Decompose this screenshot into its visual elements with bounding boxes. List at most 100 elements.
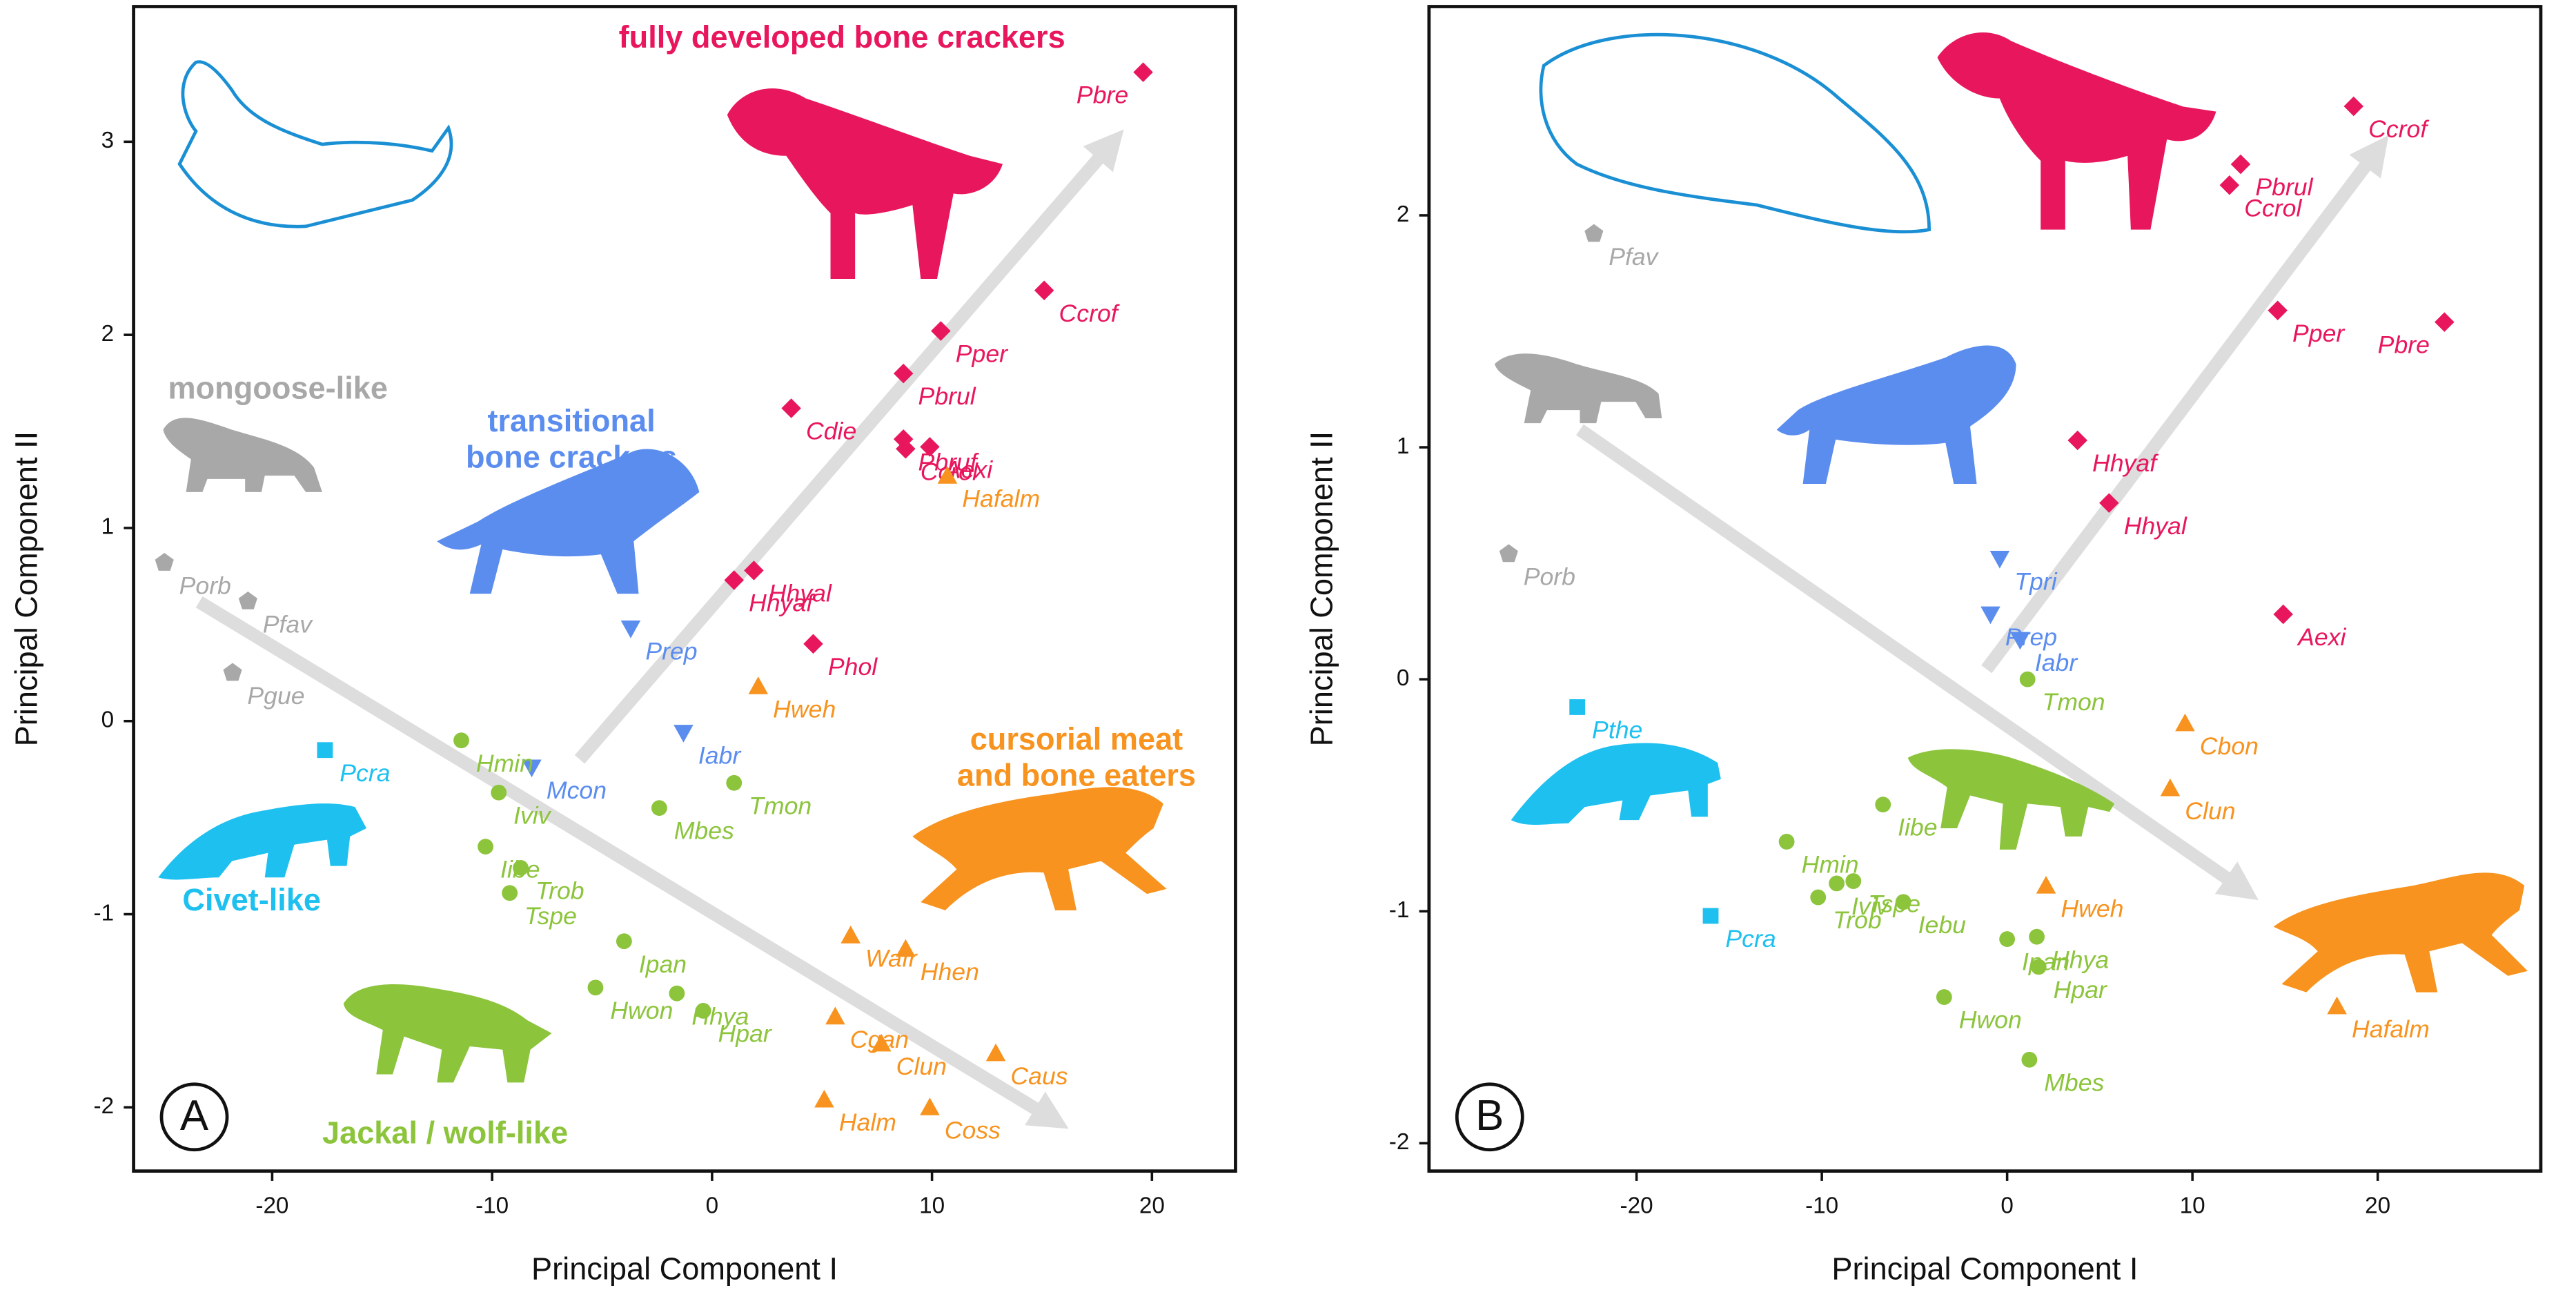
arrow	[1576, 424, 2259, 901]
group-annotation: transitional	[487, 403, 655, 438]
point-label: Caus	[1010, 1062, 1068, 1090]
data-point	[2030, 959, 2047, 975]
point-label: Hhyaf	[2092, 449, 2159, 477]
civet-silhouette	[1511, 743, 1721, 826]
point-label: Coss	[945, 1116, 1001, 1144]
y-axis-title: Principal Component II	[1304, 431, 1339, 747]
data-point	[1936, 989, 1952, 1005]
data-point	[748, 676, 769, 694]
group-annotation: cursorial meat	[970, 721, 1183, 756]
data-point	[1569, 699, 1586, 715]
point-label: Mbes	[674, 817, 734, 845]
y-tick-label: 3	[101, 128, 115, 153]
data-point	[2435, 312, 2455, 332]
data-point	[502, 885, 518, 901]
y-tick-label: -2	[1389, 1129, 1410, 1155]
x-tick-label: -10	[1805, 1193, 1838, 1219]
point-label: Pper	[2292, 320, 2346, 347]
x-axis-title: Principal Component I	[531, 1251, 838, 1287]
point-label: Tmon	[749, 792, 812, 819]
point-label: Hmin	[476, 750, 533, 777]
point-label: Pbrul	[2255, 173, 2313, 201]
data-point	[1980, 606, 2000, 625]
point-label: Hhen	[921, 958, 979, 986]
x-tick-label: -10	[475, 1193, 509, 1219]
data-point	[1875, 797, 1891, 813]
point-label: Ccrof	[1059, 300, 1120, 327]
data-point	[937, 466, 958, 484]
point-label: Halm	[839, 1108, 896, 1136]
point-label: Ipan	[2022, 948, 2069, 976]
point-label: Pbre	[1076, 81, 1128, 109]
data-point	[1845, 873, 1862, 889]
dog-silhouette	[912, 787, 1167, 910]
data-point	[1499, 544, 1518, 563]
brown-hyena-silhouette	[1776, 345, 2016, 484]
point-label: Hhya	[2052, 946, 2109, 973]
data-point	[2067, 430, 2087, 451]
data-point	[781, 398, 801, 418]
point-label: Tspe	[524, 902, 577, 930]
data-point	[825, 1006, 845, 1025]
x-tick-label: 10	[2180, 1193, 2205, 1219]
point-label: Cdie	[806, 418, 856, 445]
y-tick-label: -1	[1389, 897, 1410, 923]
y-axis-title: Principal Component II	[8, 431, 43, 746]
x-tick-label: 20	[2365, 1193, 2390, 1219]
point-label: Pfav	[263, 610, 313, 638]
data-point	[872, 1033, 892, 1052]
x-tick-label: 20	[1139, 1193, 1165, 1219]
data-point	[803, 634, 823, 654]
point-label: Iviv	[1851, 892, 1890, 920]
data-point	[896, 939, 916, 957]
panel-label: B	[1475, 1092, 1504, 1140]
point-label: Hweh	[2061, 895, 2123, 922]
data-point	[1810, 889, 1827, 906]
point-label: Porb	[1524, 563, 1575, 591]
plot-frame	[132, 5, 1237, 1173]
point-label: Ccrof	[2368, 115, 2429, 143]
data-point	[674, 725, 694, 743]
point-label: Trob	[1833, 906, 1882, 934]
data-point	[1999, 931, 2016, 947]
x-tick-label: -20	[255, 1193, 288, 1219]
data-point	[587, 979, 604, 996]
panel-badge	[159, 1082, 229, 1152]
point-label: Pcra	[1725, 925, 1776, 953]
data-point	[2175, 713, 2195, 732]
hyena-silhouette	[1937, 32, 2216, 230]
group-annotation: mongoose-like	[168, 370, 388, 405]
point-label: Porb	[179, 572, 231, 599]
point-label: Iibe	[1898, 814, 1937, 841]
group-annotation: Jackal / wolf-like	[322, 1115, 568, 1150]
data-point	[616, 933, 632, 950]
point-label: Hhyaf	[749, 589, 815, 617]
x-tick-label: 0	[2000, 1193, 2013, 1219]
data-point	[513, 859, 529, 876]
data-point	[920, 1097, 940, 1115]
point-label: Tspe	[1868, 890, 1920, 918]
data-point	[814, 1089, 834, 1108]
point-label: Clun	[2185, 797, 2235, 825]
point-label: Hhyal	[2124, 512, 2187, 540]
point-label: Pfav	[1609, 243, 1659, 271]
point-label: Tpri	[2014, 567, 2057, 595]
point-label: Mcon	[547, 777, 607, 804]
point-label: Pthe	[1592, 716, 1642, 744]
dog-silhouette	[2273, 872, 2528, 993]
data-point	[1778, 834, 1795, 850]
mongoose-silhouette	[1494, 353, 1662, 424]
data-point	[920, 437, 940, 457]
point-label: Ccrol	[2244, 194, 2302, 222]
point-label: Pbre	[2378, 331, 2430, 359]
point-label: Hweh	[773, 695, 836, 723]
point-label: Phol	[828, 653, 878, 681]
data-point	[744, 560, 764, 580]
data-point	[2343, 96, 2364, 117]
point-label: Pper	[956, 340, 1009, 368]
point-label: Cbon	[2200, 732, 2259, 760]
point-label: Iviv	[513, 801, 552, 829]
point-label: Iebu	[1918, 911, 1967, 939]
panel-badge	[1455, 1082, 1524, 1152]
data-point	[931, 321, 951, 341]
